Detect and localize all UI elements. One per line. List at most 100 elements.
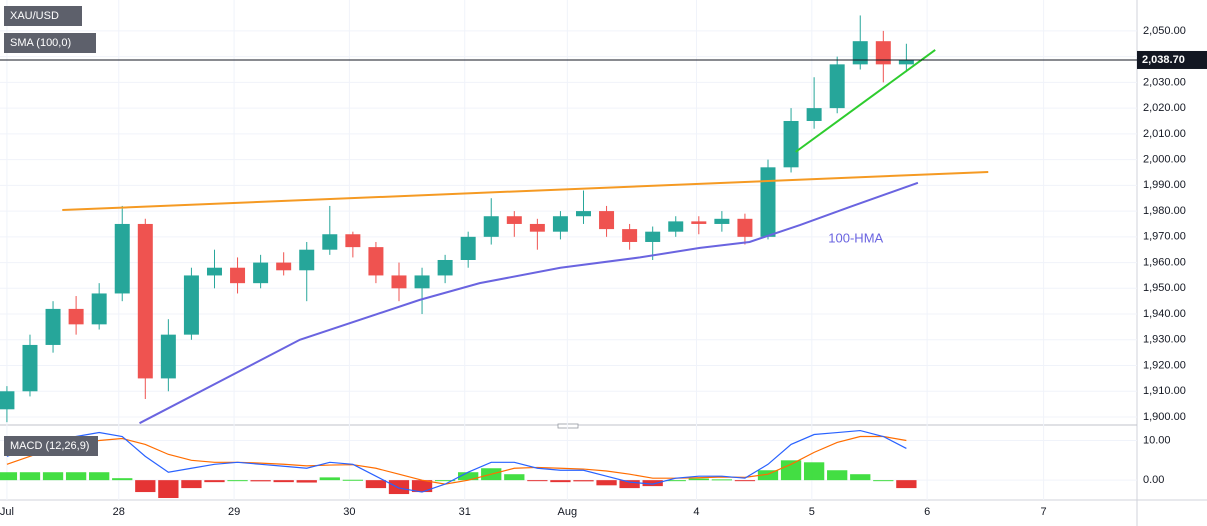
candle-body [483, 216, 499, 237]
histogram-bar [619, 480, 640, 489]
histogram-bar [665, 480, 686, 482]
x-tick-label: 29 [228, 506, 240, 518]
y-tick-label: 1,950.00 [1143, 282, 1186, 294]
histogram-bar [458, 472, 479, 481]
candle-body [68, 308, 84, 325]
candle-body [506, 216, 522, 224]
histogram-bar [896, 480, 917, 489]
symbol-label: XAU/USD [10, 10, 59, 22]
histogram-bar [573, 480, 594, 482]
y-tick-label: 2,050.00 [1143, 25, 1186, 37]
histogram-bar [734, 480, 756, 482]
candle-body [276, 262, 292, 271]
y-tick-label: 2,010.00 [1143, 128, 1186, 140]
y-tick-label: 2,000.00 [1143, 154, 1186, 166]
histogram-bar [19, 472, 41, 481]
overlay-line [795, 49, 936, 153]
histogram-bar [388, 480, 410, 495]
last-price-label: 2,038.70 [1142, 54, 1185, 66]
histogram-bar [757, 470, 779, 481]
histogram-bar [158, 480, 179, 499]
candle-body [691, 221, 707, 224]
histogram-bar [873, 480, 894, 482]
histogram-bar [434, 480, 456, 482]
hma-label: 100-HMA [828, 230, 883, 245]
candle-body [552, 216, 568, 232]
y-tick-label: 1,930.00 [1143, 334, 1186, 346]
candle-body [437, 259, 453, 276]
x-tick-label: Aug [558, 506, 578, 518]
candle-body [368, 247, 384, 276]
candle-body [529, 223, 545, 232]
candle-body [760, 167, 776, 237]
candle-body [645, 231, 661, 242]
candle-body [0, 391, 15, 410]
y-tick-label: 0.00 [1143, 474, 1164, 486]
candle-body [783, 120, 799, 168]
histogram-bar [181, 480, 202, 489]
histogram-bar [227, 480, 248, 482]
candle-body [206, 267, 222, 276]
x-tick-label: 28 [113, 506, 125, 518]
histogram-bar [527, 480, 548, 482]
indicator-box [4, 33, 96, 53]
candle-body [160, 334, 176, 379]
candle-body [460, 236, 476, 260]
y-tick-label: 1,980.00 [1143, 205, 1186, 217]
candle-body [183, 275, 199, 335]
y-tick-label: 1,960.00 [1143, 256, 1186, 268]
y-tick-label: 1,910.00 [1143, 385, 1186, 397]
histogram-bar [204, 480, 225, 483]
candle-body [668, 221, 684, 232]
histogram-bar [342, 479, 364, 481]
candle-body [299, 249, 315, 271]
overlay-line [139, 181, 919, 425]
histogram-bar [711, 479, 733, 481]
histogram-bar [504, 474, 525, 481]
histogram-bar [250, 480, 271, 482]
histogram-bar [411, 480, 433, 493]
signal-line [6, 435, 907, 485]
histogram-bar [550, 480, 571, 483]
candle-body [599, 211, 615, 230]
candle-body [829, 64, 845, 109]
symbol-box [4, 6, 82, 26]
indicator-label: SMA (100,0) [10, 37, 71, 49]
y-tick-label: 2,020.00 [1143, 102, 1186, 114]
candle-body [622, 229, 638, 242]
histogram-bar [596, 480, 617, 486]
histogram-bar [365, 480, 387, 489]
y-tick-label: 1,920.00 [1143, 359, 1186, 371]
histogram-bar [319, 477, 340, 481]
candle-body [22, 344, 38, 392]
y-tick-label: 1,900.00 [1143, 411, 1186, 423]
histogram-bar [803, 462, 825, 481]
candle-body [230, 267, 246, 284]
x-tick-label: 7 [1041, 506, 1047, 518]
pane-handle[interactable] [557, 423, 579, 429]
candle-body [345, 234, 361, 248]
x-tick-label: Jul [0, 506, 14, 518]
histogram-bar [0, 472, 18, 481]
y-tick-label: 1,970.00 [1143, 231, 1186, 243]
candle-body [898, 59, 914, 65]
y-tick-label: 2,030.00 [1143, 76, 1186, 88]
candle-body [253, 262, 269, 284]
histogram-bar [850, 474, 871, 481]
x-tick-label: 4 [693, 506, 699, 518]
candle-body [737, 218, 753, 237]
candle-body [575, 211, 591, 217]
candle-body [137, 223, 153, 379]
histogram-bar [89, 472, 110, 481]
macd-box [4, 436, 98, 456]
histogram-bar [65, 472, 87, 481]
overlay-line [62, 170, 989, 212]
y-tick-label: 1,990.00 [1143, 179, 1186, 191]
candle-body [414, 275, 430, 289]
histogram-bar [780, 460, 802, 481]
candle-body [91, 293, 107, 325]
macd-line [6, 429, 907, 493]
candle-body [806, 108, 822, 121]
